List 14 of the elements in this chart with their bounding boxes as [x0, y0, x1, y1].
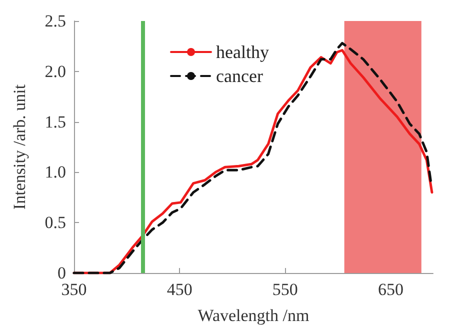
legend-label: healthy: [216, 42, 269, 62]
y-tick-label: 2.0: [44, 62, 66, 81]
y-tick-label: 1.5: [44, 112, 66, 132]
x-tick-label: 350: [61, 280, 87, 299]
y-tick-label: 0: [58, 264, 66, 282]
x-tick-label: 450: [166, 280, 192, 299]
x-axis-title: Wavelength /nm: [198, 306, 310, 325]
x-tick-label: 550: [272, 280, 298, 299]
y-tick-label: 1.0: [44, 162, 66, 182]
y-tick-label: 0.5: [44, 213, 66, 232]
y-axis-title: Intensity /arb. unit: [10, 84, 29, 210]
x-tick-label: 650: [378, 280, 404, 299]
legend-label: cancer: [216, 66, 263, 86]
y-tick-label: 2.5: [44, 12, 66, 30]
